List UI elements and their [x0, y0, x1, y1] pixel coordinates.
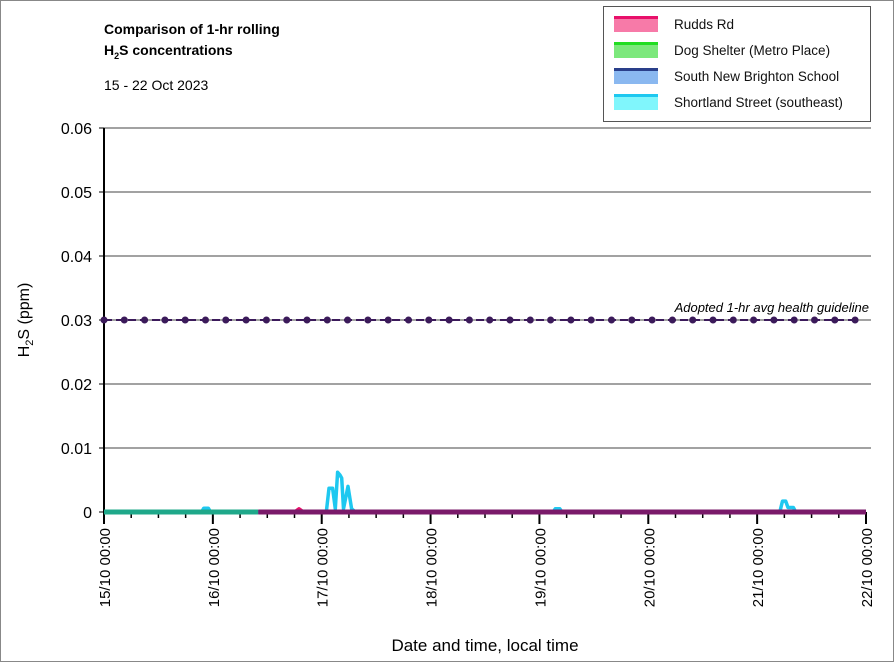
guideline-marker: [100, 316, 108, 324]
guideline-marker: [526, 316, 534, 324]
guideline-marker: [242, 316, 250, 324]
guideline-marker: [486, 316, 494, 324]
guideline-marker: [425, 316, 433, 324]
guideline-marker: [851, 316, 859, 324]
x-tick-label: 21/10 00:00: [750, 528, 767, 607]
y-tick-label: 0.05: [61, 185, 92, 202]
y-tick-label: 0.04: [61, 249, 92, 266]
legend-item-rudds-rd: Rudds Rd: [614, 13, 734, 35]
title-line-1: Comparison of 1-hr rolling: [104, 21, 280, 37]
guideline-marker: [506, 316, 514, 324]
x-tick-label: 18/10 00:00: [424, 528, 441, 607]
guideline-marker: [283, 316, 291, 324]
guideline-marker: [222, 316, 230, 324]
x-tick-label: 20/10 00:00: [641, 528, 658, 607]
x-tick-label: 17/10 00:00: [315, 528, 332, 607]
guideline-marker: [262, 316, 270, 324]
legend-item-shortland-street: Shortland Street (southeast): [614, 91, 843, 113]
guideline-marker: [364, 316, 372, 324]
chart-subtitle: 15 - 22 Oct 2023: [104, 77, 209, 93]
series-line-shortland-street-southeast-: [104, 470, 866, 514]
legend-swatch: [614, 68, 658, 84]
legend-swatch: [614, 16, 658, 32]
y-tick-label: 0: [83, 505, 92, 522]
guideline-marker: [628, 316, 636, 324]
x-tick-label: 15/10 00:00: [97, 528, 114, 607]
y-tick-label: 0.03: [61, 313, 92, 330]
x-tick-label: 16/10 00:00: [206, 528, 223, 607]
guideline-marker: [567, 316, 575, 324]
legend-item-south-new-brighton: South New Brighton School: [614, 65, 839, 87]
y-axis-title: H2S (ppm): [16, 283, 36, 358]
y-tick-label: 0.01: [61, 441, 92, 458]
guideline-marker: [405, 316, 412, 324]
guideline-marker: [384, 316, 392, 324]
chart-title: Comparison of 1-hr rolling H2S concentra…: [104, 19, 280, 67]
guideline-marker: [465, 316, 473, 324]
guideline-marker: [547, 316, 555, 324]
guideline-marker: [587, 316, 595, 324]
guideline-marker: [709, 316, 717, 324]
guideline-marker: [689, 316, 697, 324]
legend-item-dog-shelter: Dog Shelter (Metro Place): [614, 39, 830, 61]
guideline-marker: [790, 316, 798, 324]
guideline-marker: [323, 316, 331, 324]
y-tick-label: 0.02: [61, 377, 92, 394]
guideline-marker: [831, 316, 839, 324]
guideline-marker: [445, 316, 453, 324]
guideline-marker: [181, 316, 189, 324]
legend-swatch: [614, 94, 658, 110]
title-line-2: H2S concentrations: [104, 42, 233, 61]
guideline-marker: [811, 316, 818, 324]
guideline-marker: [608, 316, 615, 324]
x-axis-title: Date and time, local time: [391, 636, 578, 655]
guideline-label: Adopted 1-hr avg health guideline: [674, 300, 869, 315]
guideline-marker: [770, 316, 778, 324]
guideline-marker: [648, 316, 656, 324]
legend-swatch: [614, 42, 658, 58]
guideline-marker: [202, 316, 209, 324]
guideline-marker: [668, 316, 676, 324]
guideline-marker: [344, 316, 352, 324]
guideline-marker: [303, 316, 311, 324]
guideline-marker: [750, 316, 758, 324]
x-tick-label: 19/10 00:00: [532, 528, 549, 607]
legend: Rudds Rd Dog Shelter (Metro Place) South…: [603, 6, 871, 122]
guideline-marker: [120, 316, 128, 324]
y-tick-label: 0.06: [61, 121, 92, 138]
guideline-marker: [729, 316, 737, 324]
x-tick-label: 22/10 00:00: [859, 528, 876, 607]
guideline-marker: [161, 316, 169, 324]
guideline-marker: [141, 316, 149, 324]
